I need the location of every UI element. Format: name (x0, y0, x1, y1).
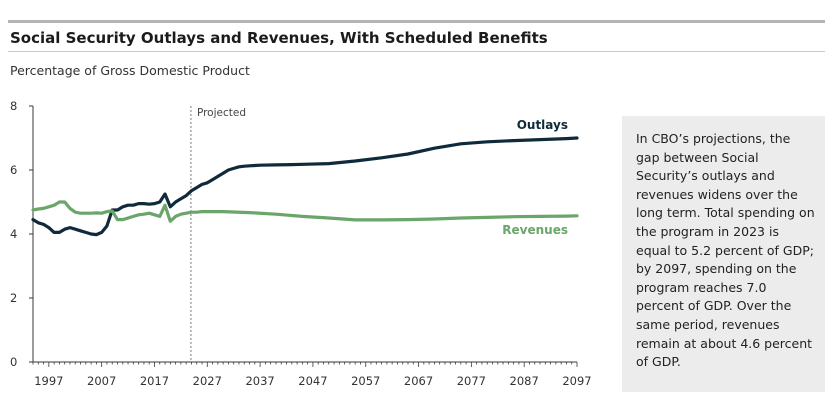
series-line-revenues (31, 200, 579, 223)
x-tick-label: 2077 (457, 374, 486, 388)
x-tick-label: 2097 (562, 374, 591, 388)
projected-label: Projected (197, 107, 246, 119)
top-rule (8, 20, 825, 23)
x-tick-label: 1997 (34, 374, 63, 388)
projection-marker: Projected (190, 106, 246, 362)
y-tick-label: 2 (10, 291, 17, 305)
x-axis: 1997 2007 2017 2027 2037 2047 2057 2067 2077 2087… (32, 361, 592, 388)
series-label-outlays: Outlays (517, 118, 568, 132)
x-tick-label: 2037 (245, 374, 274, 388)
x-tick-label: 2007 (87, 374, 116, 388)
y-axis: 0 2 4 6 8 (10, 99, 34, 369)
chart-title: Social Security Outlays and Revenues, Wi… (10, 29, 548, 47)
series-label-revenues: Revenues (502, 223, 568, 237)
title-divider (8, 51, 825, 52)
note-panel: In CBO’s projections, the gap between So… (622, 116, 825, 392)
x-tick-label: 2047 (298, 374, 327, 388)
note-text: In CBO’s projections, the gap between So… (636, 131, 815, 370)
y-tick-label: 0 (10, 355, 17, 369)
line-chart: 0 2 4 6 8 1997 2007 2017 2027 2037 2047 2057 2067 20… (10, 99, 592, 388)
series-line-outlays (31, 136, 579, 237)
chart-subtitle: Percentage of Gross Domestic Product (10, 63, 250, 78)
series-layer: Outlays Revenues (31, 118, 579, 237)
x-tick-label: 2087 (510, 374, 539, 388)
x-tick-label: 2067 (404, 374, 433, 388)
x-tick-label: 2017 (140, 374, 169, 388)
y-tick-label: 6 (10, 163, 17, 177)
x-tick-label: 2027 (193, 374, 222, 388)
y-tick-label: 8 (10, 99, 17, 113)
y-tick-label: 4 (10, 227, 17, 241)
x-tick-label: 2057 (351, 374, 380, 388)
